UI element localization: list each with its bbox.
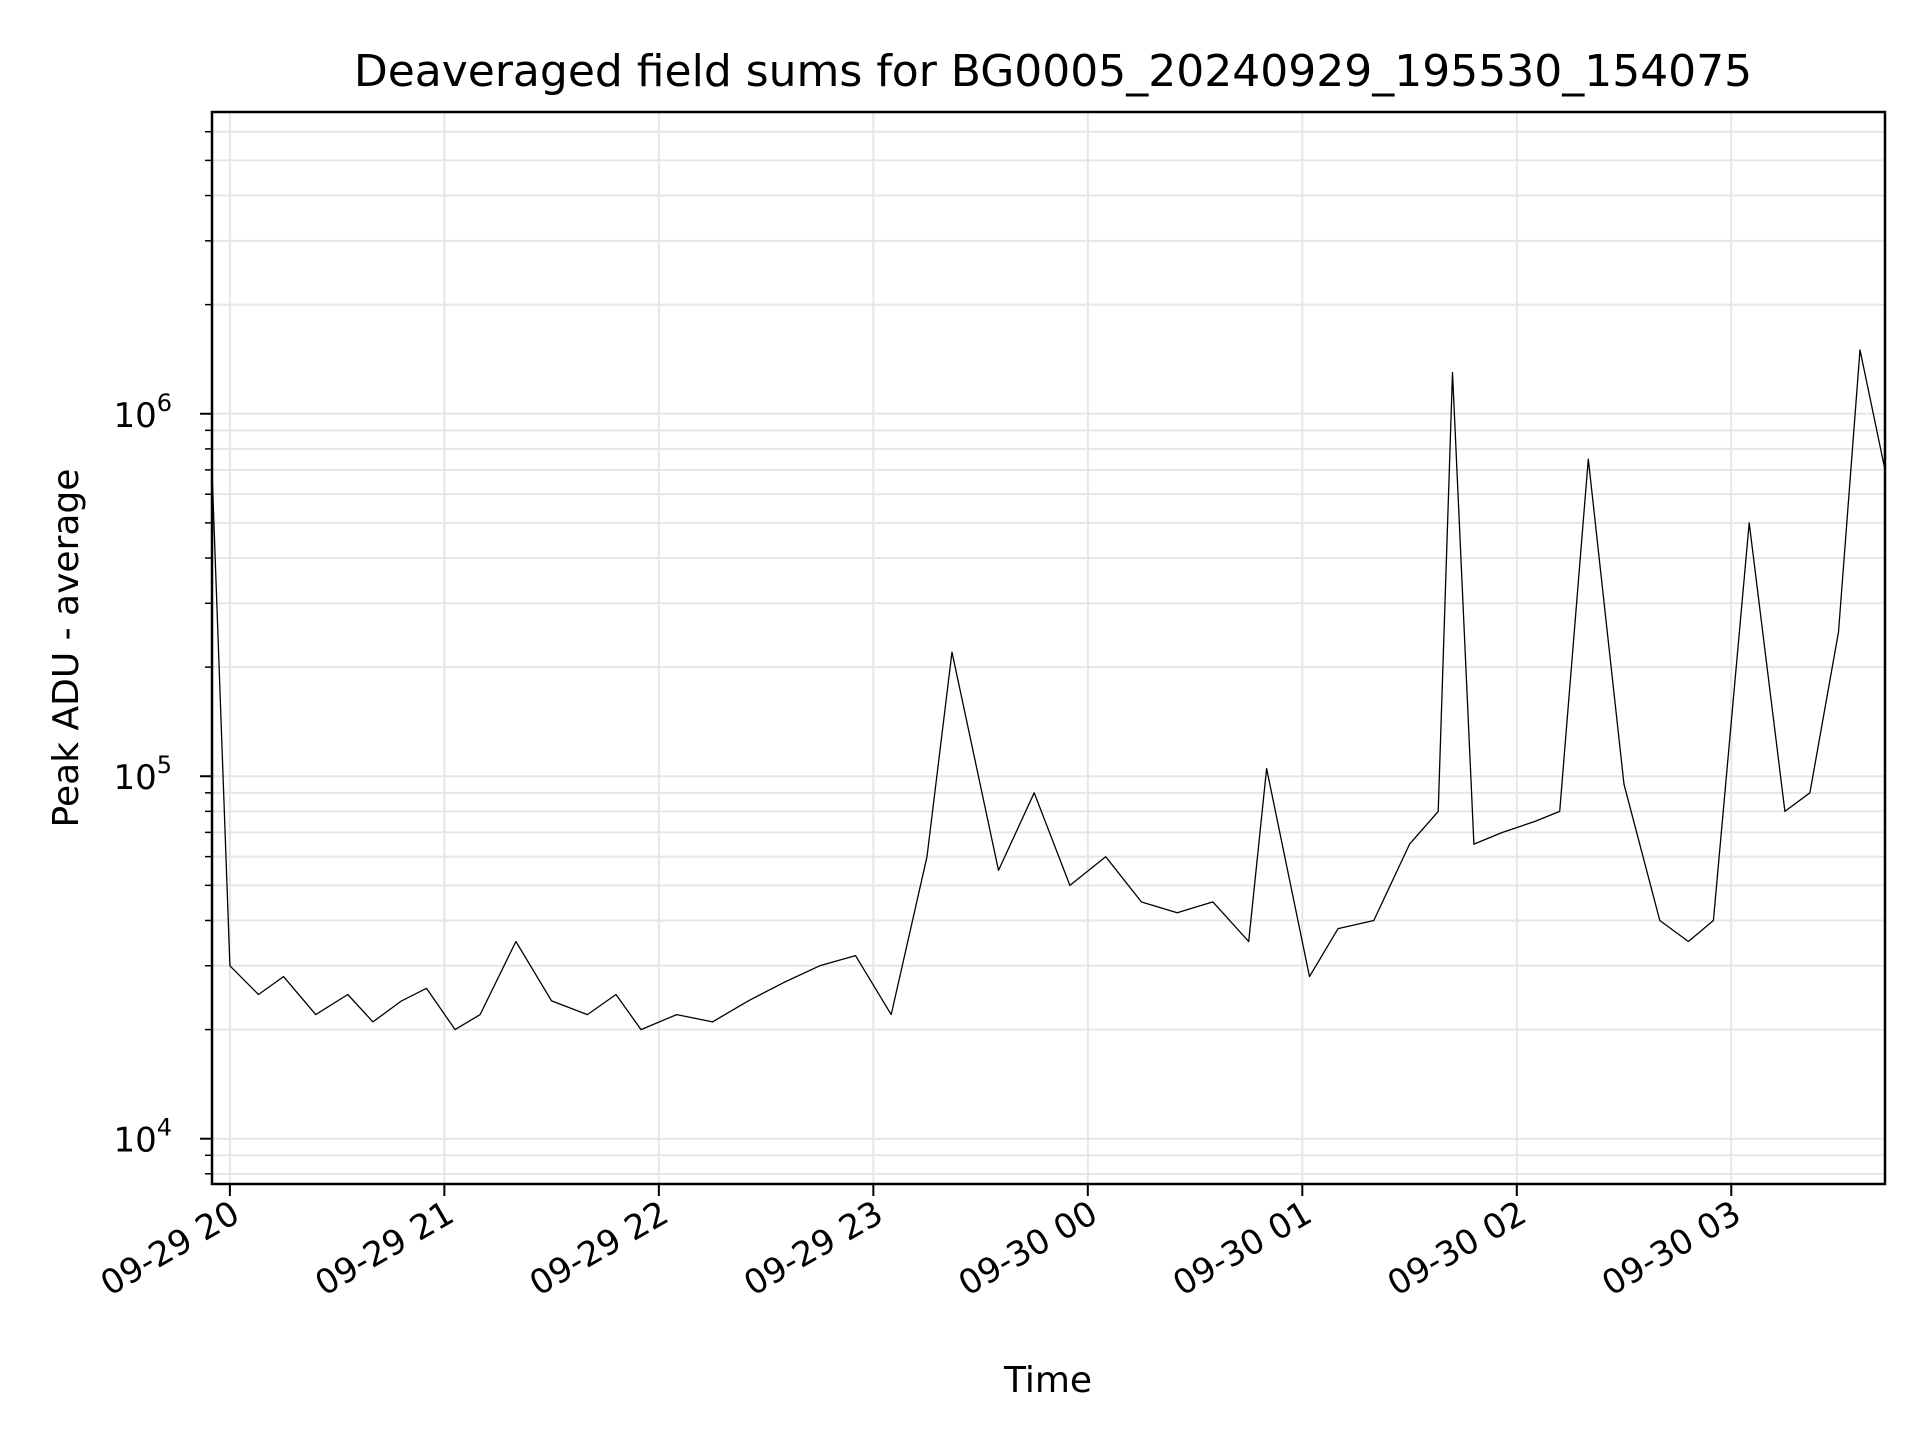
plot-frame <box>210 110 1887 1186</box>
y-tick-label: 105 <box>113 751 172 798</box>
y-tick-label-exponent: 6 <box>157 389 172 417</box>
y-tick-label-base: 10 <box>113 758 156 798</box>
series-line <box>212 349 1885 1031</box>
y-tick-label: 106 <box>113 389 172 436</box>
grid <box>212 112 1885 1184</box>
y-tick-label-base: 10 <box>113 396 156 436</box>
chart-title: Deaveraged field sums for BG0005_2024092… <box>354 46 1752 97</box>
y-tick-label-exponent: 4 <box>157 1114 172 1142</box>
y-tick-label-base: 10 <box>113 1121 156 1161</box>
y-axis-title: Peak ADU - average <box>46 469 87 828</box>
y-tick-label-exponent: 5 <box>157 751 172 779</box>
y-tick-label: 104 <box>113 1114 172 1161</box>
x-axis-title: Time <box>1003 1360 1092 1401</box>
